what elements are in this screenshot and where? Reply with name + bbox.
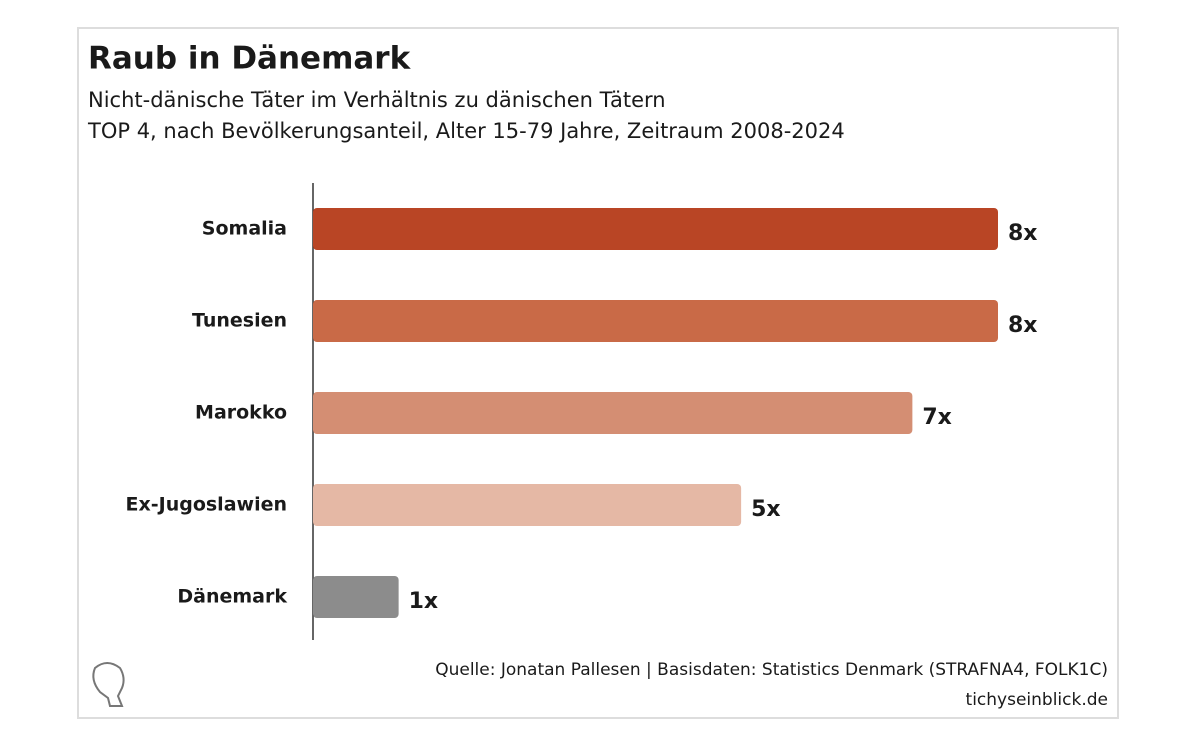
bar bbox=[313, 576, 399, 618]
site: tichyseinblick.de bbox=[966, 690, 1108, 710]
category-label: Ex-Jugoslawien bbox=[126, 494, 288, 516]
frame bbox=[77, 27, 1119, 719]
value-label: 1x bbox=[409, 589, 439, 614]
source: Quelle: Jonatan Pallesen | Basisdaten: S… bbox=[435, 660, 1108, 680]
value-label: 7x bbox=[922, 405, 952, 430]
category-label: Tunesien bbox=[192, 310, 287, 332]
category-label: Somalia bbox=[202, 218, 287, 240]
bar bbox=[313, 208, 998, 250]
category-label: Marokko bbox=[195, 402, 287, 424]
bar bbox=[313, 300, 998, 342]
logo bbox=[92, 662, 125, 707]
chart-subtitle: Nicht-dänische Täter im Verhältnis zu dä… bbox=[88, 88, 666, 112]
bar bbox=[313, 392, 913, 434]
chart-subtitle: TOP 4, nach Bevölkerungsanteil, Alter 15… bbox=[87, 119, 845, 143]
chart-title: Raub in Dänemark bbox=[88, 41, 412, 77]
value-label: 8x bbox=[1008, 221, 1038, 246]
value-label: 8x bbox=[1008, 313, 1038, 338]
category-label: Dänemark bbox=[177, 586, 287, 608]
bar bbox=[313, 484, 742, 526]
value-label: 5x bbox=[751, 497, 781, 522]
